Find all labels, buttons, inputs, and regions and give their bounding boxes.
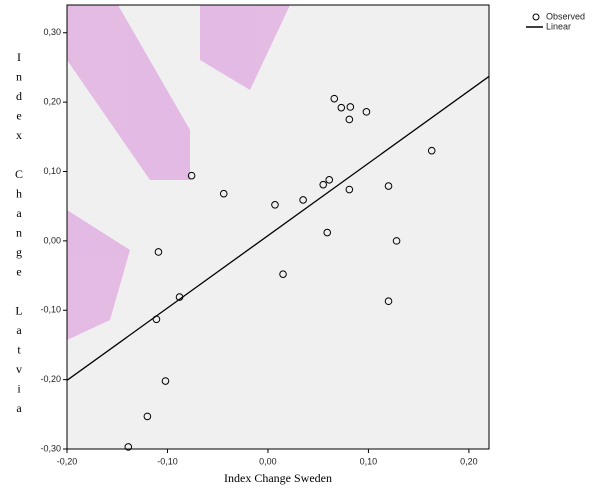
- data-point: [124, 443, 133, 451]
- y-axis-title: Index Change Latvia: [12, 50, 26, 421]
- data-point: [346, 103, 355, 111]
- watermark-shape: [200, 5, 290, 90]
- data-point: [143, 412, 152, 421]
- x-tick-label: 0,20: [460, 456, 478, 466]
- data-point: [325, 176, 334, 184]
- watermark: [67, 5, 290, 340]
- y-tick-label: -0,20: [40, 374, 61, 384]
- x-tick-label: 0,00: [259, 456, 277, 466]
- y-tick-label: -0,10: [40, 305, 61, 315]
- plot-frame: [66, 4, 490, 450]
- data-point: [187, 171, 196, 180]
- watermark-shape: [67, 5, 190, 180]
- data-point: [337, 103, 346, 112]
- data-point: [219, 189, 228, 198]
- y-tick-label: 0,20: [43, 97, 61, 107]
- data-point: [271, 201, 279, 209]
- data-point: [330, 94, 339, 103]
- data-point: [345, 185, 354, 194]
- x-tick-label: -0,20: [57, 456, 78, 466]
- data-point: [384, 297, 393, 306]
- data-point: [362, 108, 371, 116]
- x-axis-title: Index Change Sweden: [224, 471, 332, 485]
- data-point: [319, 180, 328, 189]
- fit-line: [67, 75, 489, 381]
- data-point: [345, 115, 354, 124]
- data-point: [279, 270, 287, 278]
- watermark-shape: [67, 210, 130, 340]
- legend-label: Observed: [546, 11, 585, 21]
- data-point: [299, 196, 307, 204]
- data-point: [392, 237, 401, 245]
- legend-label: Linear: [546, 21, 571, 31]
- y-tick-label: 0,00: [43, 235, 61, 245]
- y-tick-label: 0,30: [43, 27, 61, 37]
- data-point: [161, 377, 170, 385]
- data-point: [154, 248, 163, 256]
- y-tick-label: -0,30: [40, 443, 61, 453]
- data-point: [323, 228, 332, 237]
- legend-marker: [532, 13, 540, 21]
- data-point: [384, 182, 393, 190]
- x-tick-label: 0,10: [360, 456, 378, 466]
- y-tick-label: 0,10: [43, 166, 61, 176]
- x-tick-label: -0,10: [157, 456, 178, 466]
- data-point: [427, 146, 436, 155]
